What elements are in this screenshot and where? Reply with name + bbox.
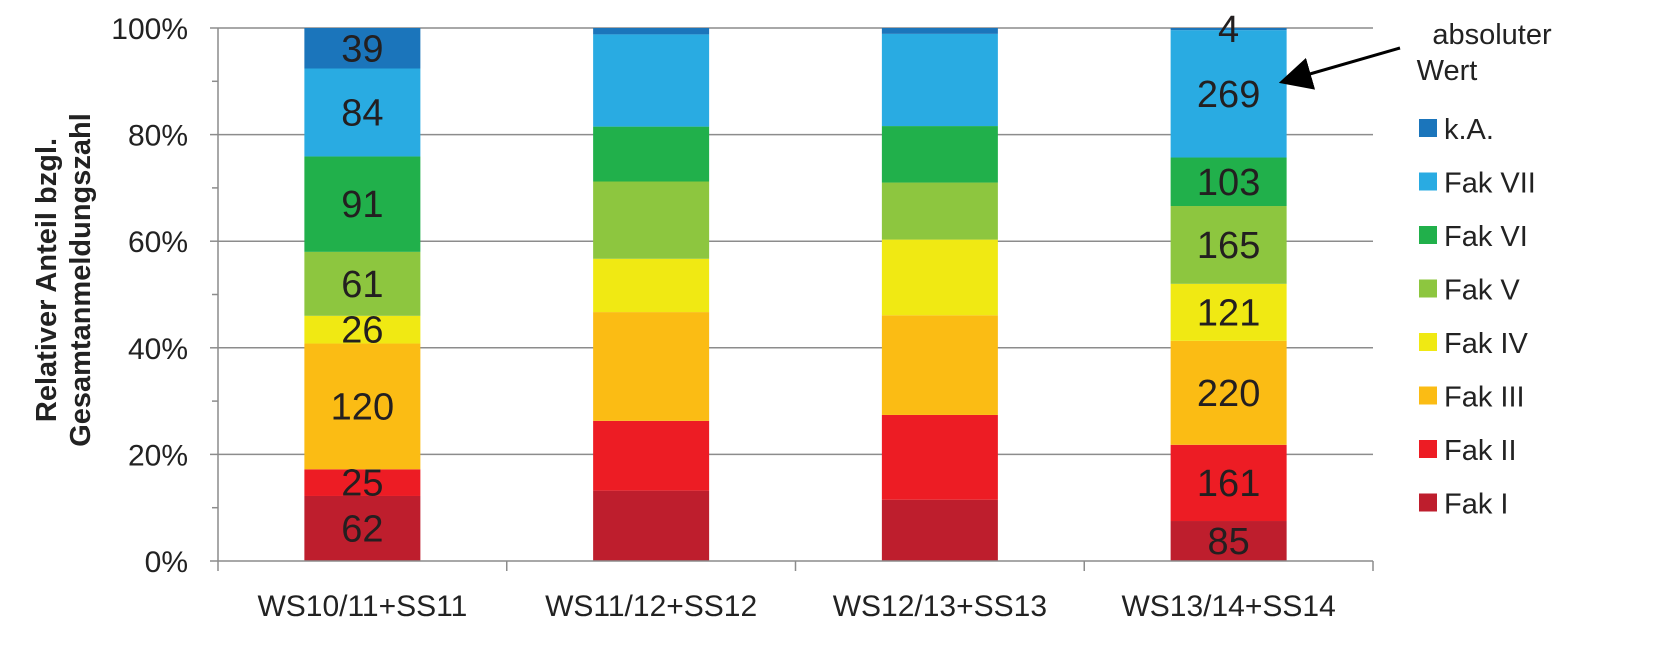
legend-label: Fak IV: [1444, 328, 1528, 360]
bar-segment: [1170, 283, 1287, 341]
y-axis-title-line2: Gesamtanmeldungszahl: [65, 113, 97, 447]
x-tick-label: WS12/13+SS13: [833, 590, 1047, 623]
bar-segment: [593, 258, 710, 313]
y-tick-label: 60%: [128, 226, 188, 259]
bar-segment: [1170, 157, 1287, 207]
data-label: 161: [1197, 463, 1260, 505]
y-tick-label: 20%: [128, 439, 188, 472]
legend-swatch: [1419, 279, 1437, 298]
data-label: 26: [341, 310, 383, 352]
data-label: 120: [331, 386, 394, 428]
data-label: 103: [1197, 162, 1260, 204]
data-label: 4: [1218, 9, 1239, 51]
bar-segment: [593, 490, 710, 561]
data-label: 61: [341, 264, 383, 306]
annotation-arrow: [1278, 46, 1401, 90]
bar-segment: [1170, 30, 1287, 158]
x-tick-label: WS10/11+SS11: [257, 590, 467, 623]
legend-label: Fak II: [1444, 435, 1517, 467]
bar-segment: [304, 495, 421, 561]
legend-swatch: [1419, 493, 1437, 512]
legend-swatch: [1419, 440, 1437, 458]
bar-segment: [304, 343, 421, 470]
bar-segment: [304, 469, 421, 496]
legend-label: Fak VI: [1444, 221, 1528, 253]
legend-swatch: [1419, 333, 1437, 351]
bar-segment: [1170, 206, 1287, 284]
x-tick-label: WS13/14+SS14: [1121, 590, 1335, 623]
bar-segment: [304, 315, 421, 344]
bar-segment: [593, 34, 710, 127]
bar-segment: [593, 312, 710, 421]
bar-segment: [593, 420, 710, 491]
legend-swatch: [1419, 226, 1437, 244]
bar-segment: [881, 126, 998, 183]
bar-segment: [1170, 521, 1287, 561]
legend-label: Fak V: [1444, 275, 1520, 307]
data-label: 62: [341, 508, 383, 550]
y-tick-label: 40%: [128, 333, 188, 366]
bar-segment: [881, 33, 998, 127]
legend-label: Fak III: [1444, 382, 1525, 414]
bar-segment: [881, 499, 998, 561]
legend-label: k.A.: [1444, 114, 1494, 146]
data-label: 91: [341, 184, 383, 226]
bars: [304, 28, 1287, 561]
bar-segment: [1170, 444, 1287, 522]
y-axis-title-line1: Relativer Anteil bzgl.: [31, 138, 63, 422]
bar-segment: [593, 28, 710, 35]
y-tick-label: 0%: [145, 546, 188, 579]
bar-segment: [1170, 340, 1287, 445]
data-label: 269: [1197, 74, 1260, 116]
legend: k.A. Fak VII Fak VI Fak V Fak IV Fak III Fak I…: [1419, 114, 1536, 521]
bar-segment: [881, 414, 998, 500]
bar-segment: [304, 251, 421, 316]
bar-segment: [881, 182, 998, 240]
data-label: 165: [1197, 225, 1260, 267]
legend-label: Fak I: [1444, 489, 1508, 521]
data-label: 220: [1197, 373, 1260, 415]
bar-segment: [304, 156, 421, 252]
bar-segment: [881, 239, 998, 316]
annotation-label-line1: absoluter: [1432, 19, 1552, 51]
data-label: 121: [1197, 292, 1260, 334]
legend-swatch: [1419, 386, 1437, 405]
bar-segment: [304, 28, 421, 69]
legend-swatch: [1419, 172, 1437, 191]
data-label: 25: [341, 463, 383, 505]
bar-segment: [1170, 28, 1287, 31]
data-label: 39: [341, 28, 383, 70]
y-tick-label: 80%: [128, 120, 188, 153]
x-tick-label: WS11/12+SS12: [545, 590, 757, 623]
data-label: 85: [1207, 521, 1249, 563]
legend-label: Fak VII: [1444, 168, 1536, 200]
y-tick-label: 100%: [111, 13, 188, 46]
bar-segment: [304, 68, 421, 157]
bar-segment: [881, 28, 998, 34]
data-label: 84: [341, 92, 383, 134]
axes: 0% 20% 40% 60% 80% 100% WS10/11+SS11 WS11/12+SS…: [111, 13, 1374, 623]
annotation-label-line2: Wert: [1417, 55, 1478, 87]
legend-swatch: [1419, 119, 1437, 137]
bar-segment: [593, 181, 710, 259]
bar-segment: [593, 126, 710, 182]
bar-segment: [881, 315, 998, 415]
